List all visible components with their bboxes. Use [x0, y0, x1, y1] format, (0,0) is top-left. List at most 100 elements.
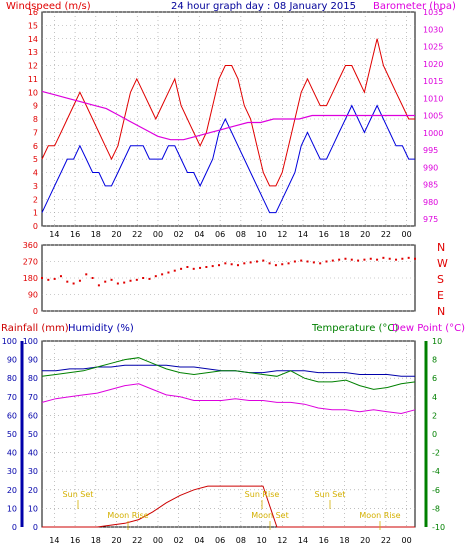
direction-tick-label: 90	[28, 291, 38, 300]
dew-line	[41, 383, 416, 415]
top-x-tick-label: 20	[360, 230, 370, 239]
windspeed-tick-label: 1	[33, 209, 38, 218]
direction-point	[262, 259, 265, 262]
barometer-tick-label: 985	[423, 181, 438, 190]
sun-moon-annotation: Sun Rise	[245, 490, 280, 499]
rainfall-tick-label: 80	[7, 374, 17, 383]
top-x-tick-label: 14	[49, 230, 59, 239]
direction-point	[268, 262, 271, 265]
humidity-tick-label: 90	[28, 356, 38, 365]
top-x-tick-label: 22	[381, 230, 391, 239]
direction-point	[53, 277, 56, 280]
direction-point	[192, 267, 195, 270]
bottom-x-tick-label: 20	[360, 536, 370, 545]
rainfall-tick-label: 70	[7, 393, 17, 402]
humidity-tick-label: 40	[28, 449, 38, 458]
direction-point	[85, 273, 88, 276]
top-plot-frame	[41, 11, 416, 227]
windspeed-tick-label: 15	[28, 21, 38, 30]
top-x-tick-label: 02	[174, 230, 184, 239]
direction-tick-label: 270	[23, 258, 38, 267]
compass-label: W	[437, 257, 448, 270]
direction-point	[382, 256, 385, 259]
direction-point	[281, 263, 284, 266]
windspeed-tick-label: 13	[28, 48, 38, 57]
rainfall-tick-label: 100	[2, 337, 17, 346]
direction-point	[154, 275, 157, 278]
direction-point	[41, 277, 43, 279]
direction-point	[129, 279, 132, 282]
bottom-x-tick-label: 22	[132, 536, 142, 545]
barometer-tick-label: 1035	[423, 8, 443, 17]
barometer-tick-label: 1010	[423, 94, 443, 103]
direction-point	[243, 262, 246, 265]
top-x-tick-label: 16	[319, 230, 329, 239]
rainfall-tick-label: 90	[7, 356, 17, 365]
bottom-x-tick-label: 18	[339, 536, 349, 545]
temperature-tick-label: 4	[432, 393, 437, 402]
direction-tick-label: 0	[33, 307, 38, 316]
direction-point	[224, 262, 227, 265]
top-x-tick-label: 12	[277, 230, 287, 239]
direction-point	[91, 277, 94, 279]
bottom-x-tick-label: 20	[111, 536, 121, 545]
humidity-tick-label: 100	[23, 337, 38, 346]
wind-gust-line	[41, 38, 415, 187]
direction-point	[186, 266, 189, 268]
top-x-tick-label: 04	[194, 230, 204, 239]
direction-point	[59, 275, 62, 278]
windspeed-tick-label: 0	[33, 222, 38, 231]
direction-point	[369, 257, 372, 260]
barometer-tick-label: 1020	[423, 60, 443, 69]
direction-point	[47, 278, 50, 281]
top-x-tick-label: 22	[132, 230, 142, 239]
bottom-x-tick-label: 22	[381, 536, 391, 545]
temperature-tick-label: 10	[432, 337, 442, 346]
direction-point	[205, 266, 208, 268]
humidity-tick-label: 80	[28, 374, 38, 383]
sun-moon-annotation: Sun Set	[63, 490, 94, 499]
barometer-line	[41, 90, 415, 141]
rain-humidity-temperature-panel: Rainfall (mm) Humidity (%) Temperature (°C…	[1, 323, 465, 545]
barometer-tick-label: 1005	[423, 112, 443, 121]
rainfall-tick-label: 10	[7, 504, 17, 513]
temperature-legend-label: Temperature (°C)	[311, 323, 398, 334]
barometer-tick-label: 1000	[423, 129, 443, 138]
direction-point	[319, 262, 322, 265]
direction-point	[173, 269, 176, 272]
direction-plot-frame	[41, 244, 416, 312]
rainfall-tick-label: 60	[7, 411, 17, 420]
top-x-tick-label: 18	[91, 230, 101, 239]
windspeed-tick-label: 10	[28, 88, 38, 97]
humidity-tick-label: 70	[28, 393, 38, 402]
bottom-plot-frame	[41, 340, 416, 528]
bottom-x-tick-label: 04	[194, 536, 204, 545]
direction-point	[357, 259, 360, 262]
direction-point	[414, 257, 416, 260]
rainfall-tick-label: 30	[7, 467, 17, 476]
direction-point	[211, 265, 214, 268]
windspeed-axis-title: Windspeed (m/s)	[6, 1, 91, 12]
windspeed-tick-label: 11	[28, 75, 38, 84]
barometer-tick-label: 975	[423, 215, 438, 224]
bottom-x-tick-label: 12	[277, 536, 287, 545]
top-x-tick-label: 18	[339, 230, 349, 239]
direction-point	[104, 280, 107, 283]
bottom-x-tick-label: 08	[236, 536, 246, 545]
top-x-tick-label: 10	[256, 230, 266, 239]
direction-point	[180, 267, 183, 270]
bottom-x-tick-label: 14	[298, 536, 308, 545]
direction-point	[218, 264, 221, 267]
compass-label: E	[437, 289, 444, 302]
direction-point	[287, 262, 290, 265]
direction-point	[395, 258, 398, 261]
temperature-tick-label: 8	[432, 356, 437, 365]
humidity-legend-label: Humidity (%)	[68, 323, 134, 334]
direction-point	[376, 258, 379, 261]
bottom-x-tick-label: 18	[91, 536, 101, 545]
compass-label: N	[437, 241, 445, 254]
bottom-x-tick-label: 02	[174, 536, 184, 545]
graph-title: 24 hour graph day : 08 January 2015	[171, 1, 356, 12]
sun-moon-annotation: Sun Set	[315, 490, 346, 499]
